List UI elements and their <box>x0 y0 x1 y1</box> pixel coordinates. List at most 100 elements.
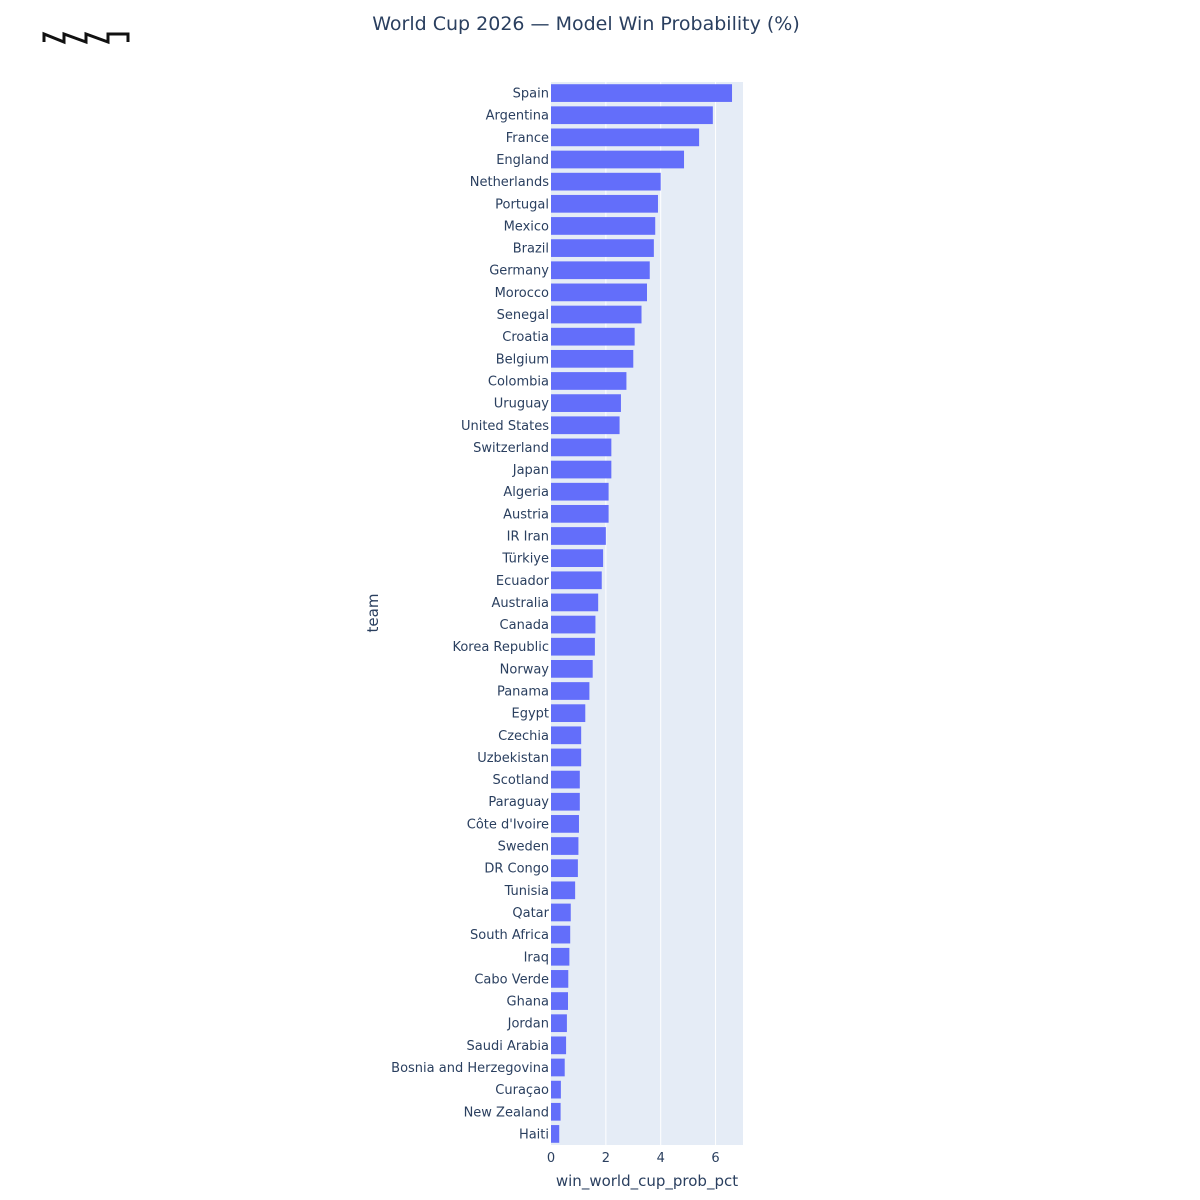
y-tick-label: South Africa <box>470 928 549 943</box>
y-tick-label: Côte d'Ivoire <box>467 817 549 832</box>
bar <box>551 947 570 966</box>
bar <box>551 770 580 789</box>
chart-title: World Cup 2026 — Model Win Probability (… <box>372 13 800 35</box>
bars <box>551 84 733 1143</box>
x-axis-title: win_world_cup_prob_pct <box>556 1172 738 1191</box>
plot-area <box>551 82 743 1145</box>
bar <box>551 527 606 545</box>
y-tick-label: Türkiye <box>501 552 549 567</box>
bar <box>551 106 713 125</box>
bar <box>551 704 586 723</box>
bar <box>551 482 609 501</box>
bar <box>551 150 685 169</box>
y-tick-label: Brazil <box>513 242 549 257</box>
y-tick-label: Argentina <box>486 109 549 124</box>
x-tick-labels: 0 2 4 6 <box>547 1151 720 1166</box>
bar <box>551 792 580 811</box>
y-tick-label: Curaçao <box>495 1083 549 1098</box>
y-tick-label: Korea Republic <box>452 640 549 655</box>
bar <box>551 349 634 368</box>
bar <box>551 217 656 235</box>
y-tick-label: Tunisia <box>504 884 549 899</box>
y-tick-label: Uruguay <box>494 397 550 412</box>
bar <box>551 1058 565 1077</box>
bar <box>551 815 579 833</box>
y-tick-label: Colombia <box>488 374 549 389</box>
bar <box>551 327 635 346</box>
bar <box>551 1125 560 1143</box>
bar <box>551 305 642 324</box>
bar <box>551 84 733 102</box>
bar <box>551 637 595 656</box>
bar <box>551 726 582 745</box>
bar <box>551 194 658 213</box>
y-tick-label: Panama <box>497 685 549 700</box>
y-tick-label: Canada <box>500 618 549 633</box>
y-tick-label: Netherlands <box>470 175 549 190</box>
y-tick-label: France <box>506 131 549 146</box>
bar <box>551 416 620 435</box>
bar <box>551 283 647 302</box>
y-tick-label: Croatia <box>502 330 549 345</box>
gridlines <box>605 82 717 1145</box>
bar <box>551 615 596 634</box>
bar <box>551 925 571 944</box>
y-tick-label: Belgium <box>496 352 549 367</box>
y-tick-label: IR Iran <box>507 529 549 544</box>
bar <box>551 571 602 590</box>
bar <box>551 992 569 1010</box>
bar <box>551 438 612 457</box>
y-tick-label: Egypt <box>511 707 549 722</box>
y-tick-label: Morocco <box>495 286 549 301</box>
bar <box>551 172 661 191</box>
x-tick-label: 6 <box>711 1151 719 1166</box>
y-tick-label: Portugal <box>495 197 549 212</box>
bar <box>551 881 576 900</box>
y-tick-label: Uzbekistan <box>477 751 549 766</box>
y-tick-label: Scotland <box>492 773 549 788</box>
y-tick-label: Paraguay <box>488 795 549 810</box>
y-tick-label: Bosnia and Herzegovina <box>391 1061 549 1076</box>
y-tick-label: Austria <box>503 507 549 522</box>
y-tick-label: Cabo Verde <box>474 972 549 987</box>
bar <box>551 128 700 147</box>
x-tick-label: 2 <box>602 1151 610 1166</box>
y-tick-label: Spain <box>513 87 549 102</box>
y-tick-labels: Spain Argentina France England Netherlands Po… <box>391 87 549 1143</box>
bar <box>551 970 569 988</box>
bar <box>551 748 582 767</box>
y-tick-label: Australia <box>491 596 549 611</box>
bar <box>551 460 612 479</box>
bar <box>551 504 609 523</box>
bar <box>551 903 571 922</box>
y-tick-label: England <box>496 153 549 168</box>
bar <box>551 837 579 855</box>
y-tick-label: Switzerland <box>473 441 549 456</box>
bar <box>551 549 604 567</box>
y-tick-label: Ecuador <box>496 574 550 589</box>
bar <box>551 261 650 280</box>
x-tick-label: 0 <box>547 1151 555 1166</box>
y-tick-label: Czechia <box>498 729 549 744</box>
bar <box>551 1080 561 1099</box>
y-axis-title: team <box>364 594 382 633</box>
bar <box>551 859 578 878</box>
y-tick-label: Senegal <box>497 308 549 323</box>
x-tick-label: 4 <box>657 1151 665 1166</box>
bar <box>551 1014 567 1033</box>
y-tick-label: Algeria <box>503 485 549 500</box>
y-tick-label: Sweden <box>498 840 549 855</box>
y-tick-label: Haiti <box>519 1127 549 1142</box>
y-tick-label: DR Congo <box>484 862 549 877</box>
y-tick-label: Qatar <box>512 906 549 921</box>
bar <box>551 372 627 390</box>
y-tick-label: Jordan <box>507 1017 549 1032</box>
bar <box>551 593 599 612</box>
y-tick-label: Saudi Arabia <box>467 1039 550 1054</box>
bar <box>551 1102 561 1121</box>
bar <box>551 660 593 678</box>
y-tick-label: Norway <box>500 662 550 677</box>
bar <box>551 1036 567 1055</box>
y-tick-label: Mexico <box>504 219 549 234</box>
y-tick-label: Ghana <box>507 995 550 1010</box>
